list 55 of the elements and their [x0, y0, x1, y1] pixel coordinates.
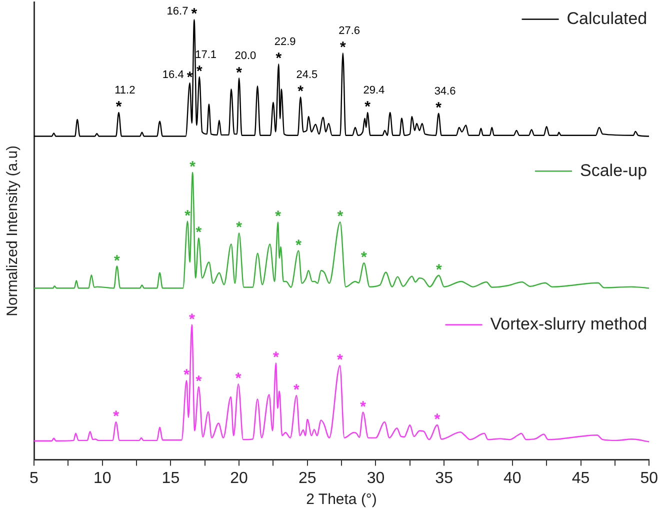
annotation: * [196, 224, 202, 242]
x-tick-label: 30 [366, 470, 385, 487]
annotation: * [184, 207, 191, 224]
y-axis-title: Normalized Intensity (a.u) [4, 145, 22, 316]
annotation: * [236, 64, 242, 82]
annotation: * [235, 370, 242, 388]
annotation: 34.6 [434, 85, 456, 98]
annotation: * [191, 6, 198, 23]
annotation: 16.4 [162, 69, 184, 82]
annotation: * [188, 310, 195, 328]
annotation: * [298, 83, 304, 100]
annotation: * [436, 262, 442, 278]
annotation: * [436, 100, 442, 117]
annotation: * [294, 382, 300, 399]
annotation: 29.4 [363, 84, 385, 97]
annotation: * [184, 366, 190, 384]
annotation: * [273, 349, 280, 366]
x-tick-label: 20 [230, 470, 248, 487]
x-tick-label: 10 [93, 470, 112, 487]
annotation: 22.9 [274, 36, 296, 48]
annotation: * [186, 69, 193, 86]
annotation: * [236, 219, 242, 236]
legend-label: Vortex-slurry method [490, 314, 648, 334]
annotation: 20.0 [234, 50, 256, 62]
annotation: * [276, 50, 282, 68]
x-tick-label: 5 [30, 470, 39, 487]
annotation: * [114, 252, 120, 270]
annotation: 24.5 [296, 69, 318, 82]
annotation: * [364, 98, 371, 116]
x-tick-label: 40 [504, 470, 522, 487]
annotation: * [196, 62, 202, 80]
legend-label: Calculated [566, 8, 648, 28]
annotation: * [337, 208, 344, 226]
annotation: * [361, 249, 368, 266]
annotation: * [296, 236, 302, 254]
annotation: 11.2 [114, 84, 136, 97]
x-axis-title: 2 Theta (°) [306, 491, 377, 508]
annotation: * [190, 158, 196, 176]
annotation: 17.1 [195, 48, 217, 61]
x-tick-label: 15 [162, 470, 180, 487]
annotation: * [360, 398, 366, 416]
x-tick-label: 50 [640, 470, 658, 487]
annotation: 27.6 [338, 25, 360, 38]
annotation: * [340, 39, 346, 56]
x-tick-label: 25 [298, 470, 316, 487]
annotation: * [434, 411, 440, 428]
annotation: 16.7 [166, 6, 188, 18]
legend-label: Scale-up [580, 160, 648, 180]
annotation: * [113, 408, 120, 426]
annotation: * [336, 352, 343, 369]
annotation: * [275, 208, 282, 226]
x-tick-label: 45 [572, 470, 590, 487]
annotation: * [196, 372, 202, 390]
x-tick-label: 35 [435, 470, 454, 487]
annotation: * [116, 98, 122, 116]
